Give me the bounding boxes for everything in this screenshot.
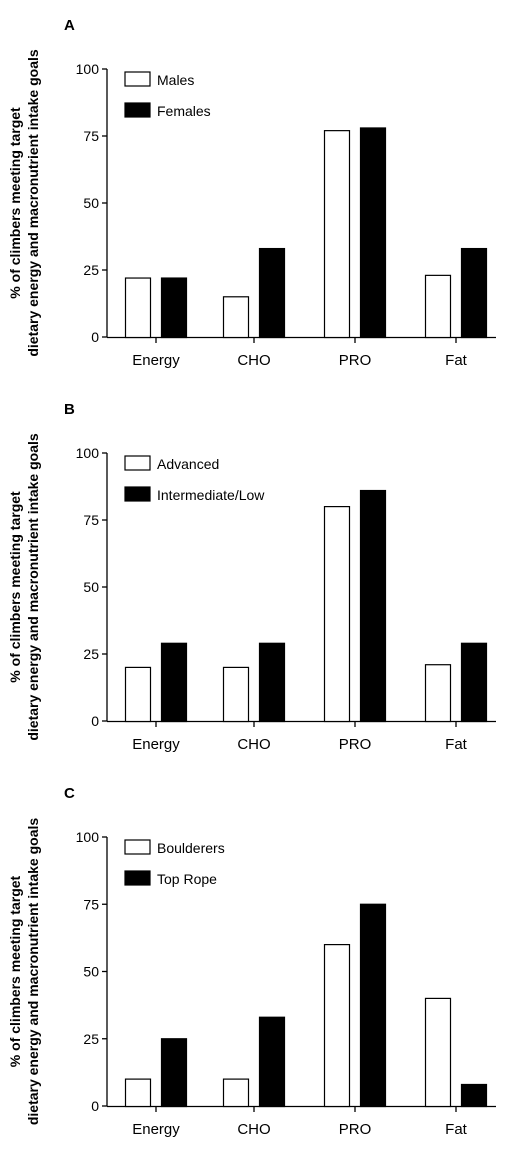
panel-b-y-axis-label: dietary energy and macronutrient intake …	[25, 433, 41, 741]
panel-b-y-tick-label: 25	[83, 646, 99, 662]
panel-a-y-tick-label: 25	[83, 262, 99, 278]
panel-a-label: A	[64, 17, 75, 34]
panel-a-y-tick-label: 75	[83, 128, 99, 144]
panel-b-y-tick-label: 100	[76, 445, 100, 461]
panel-a-y-axis-label: dietary energy and macronutrient intake …	[25, 49, 41, 357]
panel-c-legend-swatch	[124, 839, 151, 855]
panel-b-bar-advanced-pro	[323, 506, 351, 723]
panel-c-bar-boulderers-fat	[424, 997, 452, 1108]
panel-c-y-tick-label: 50	[83, 964, 99, 980]
panel-a-bar-males-fat	[424, 274, 452, 339]
panel-a-bar-females-pro	[359, 127, 387, 339]
panel-b-bar-intermediate-low-cho	[258, 642, 286, 723]
panel-c-y-tick-label: 75	[83, 896, 99, 912]
panel-a-legend-label: Females	[157, 103, 211, 119]
panel-a-x-tick-label: CHO	[237, 352, 270, 369]
panel-a-bar-males-cho	[222, 296, 250, 339]
panel-a-y-tick-label: 50	[83, 195, 99, 211]
panel-a-bar-males-pro	[323, 130, 351, 339]
panel-b-legend-label: Intermediate/Low	[157, 487, 265, 503]
panel-b-bar-advanced-cho	[222, 666, 250, 723]
panel-c-bar-top-rope-cho	[258, 1016, 286, 1108]
panel-c-x-tick-label: CHO	[237, 1121, 270, 1138]
panel-c-label: C	[64, 785, 75, 802]
panel-b-bar-intermediate-low-energy	[160, 642, 188, 723]
panel-a-bar-females-cho	[258, 247, 286, 339]
panel-c-bar-boulderers-cho	[222, 1078, 250, 1108]
panel-a-legend-label: Males	[157, 72, 194, 88]
panel-a-x-tick-label: Energy	[132, 352, 180, 369]
panel-b-bar-advanced-energy	[124, 666, 152, 723]
panel-c-y-tick-label: 0	[91, 1098, 99, 1114]
panel-b-y-tick-label: 75	[83, 512, 99, 528]
panel-c-bar-top-rope-energy	[160, 1038, 188, 1108]
panel-a-bar-females-fat	[460, 247, 488, 339]
panel-c-x-tick-label: Fat	[445, 1121, 468, 1138]
panel-c-y-tick-label: 25	[83, 1031, 99, 1047]
panel-b-y-tick-label: 0	[91, 713, 99, 729]
panel-a-legend-swatch	[124, 102, 151, 118]
panel-c-bar-boulderers-pro	[323, 943, 351, 1108]
panel-a-x-tick-label: PRO	[339, 352, 372, 369]
panel-a-y-tick-label: 100	[76, 61, 100, 77]
panel-b-x-tick-label: Energy	[132, 736, 180, 753]
panel-b-bar-intermediate-low-fat	[460, 642, 488, 723]
panel-b-legend-swatch	[124, 486, 151, 502]
panel-c-bar-top-rope-fat	[460, 1083, 488, 1108]
panel-c-x-tick-label: Energy	[132, 1121, 180, 1138]
panel-a-y-axis-label: % of climbers meeting target	[7, 107, 23, 299]
panel-b-bar-advanced-fat	[424, 664, 452, 723]
panel-c-bar-boulderers-energy	[124, 1078, 152, 1108]
panel-b-x-tick-label: PRO	[339, 736, 372, 753]
panel-b-y-axis-label: % of climbers meeting target	[7, 491, 23, 683]
panel-b-x-tick-label: CHO	[237, 736, 270, 753]
panel-a-x-tick-label: Fat	[445, 352, 468, 369]
panel-a-bar-females-energy	[160, 277, 188, 339]
panel-b-label: B	[64, 401, 75, 418]
panel-a-y-tick-label: 0	[91, 329, 99, 345]
panel-a-bar-males-energy	[124, 277, 152, 339]
panel-c-legend-label: Boulderers	[157, 840, 225, 856]
panel-b-legend-label: Advanced	[157, 456, 219, 472]
panel-b-y-tick-label: 50	[83, 579, 99, 595]
panel-b-x-tick-label: Fat	[445, 736, 468, 753]
panel-c-y-axis-label: % of climbers meeting target	[7, 875, 23, 1067]
panel-c-legend-label: Top Rope	[157, 871, 217, 887]
panel-a-legend-swatch	[124, 71, 151, 87]
panel-b-legend-swatch	[124, 455, 151, 471]
panel-b-bar-intermediate-low-pro	[359, 489, 387, 723]
panel-c-y-tick-label: 100	[76, 829, 100, 845]
panel-c-x-tick-label: PRO	[339, 1121, 372, 1138]
panel-c-bar-top-rope-pro	[359, 903, 387, 1108]
panel-c-legend-swatch	[124, 870, 151, 886]
panel-c-y-axis-label: dietary energy and macronutrient intake …	[25, 818, 41, 1126]
